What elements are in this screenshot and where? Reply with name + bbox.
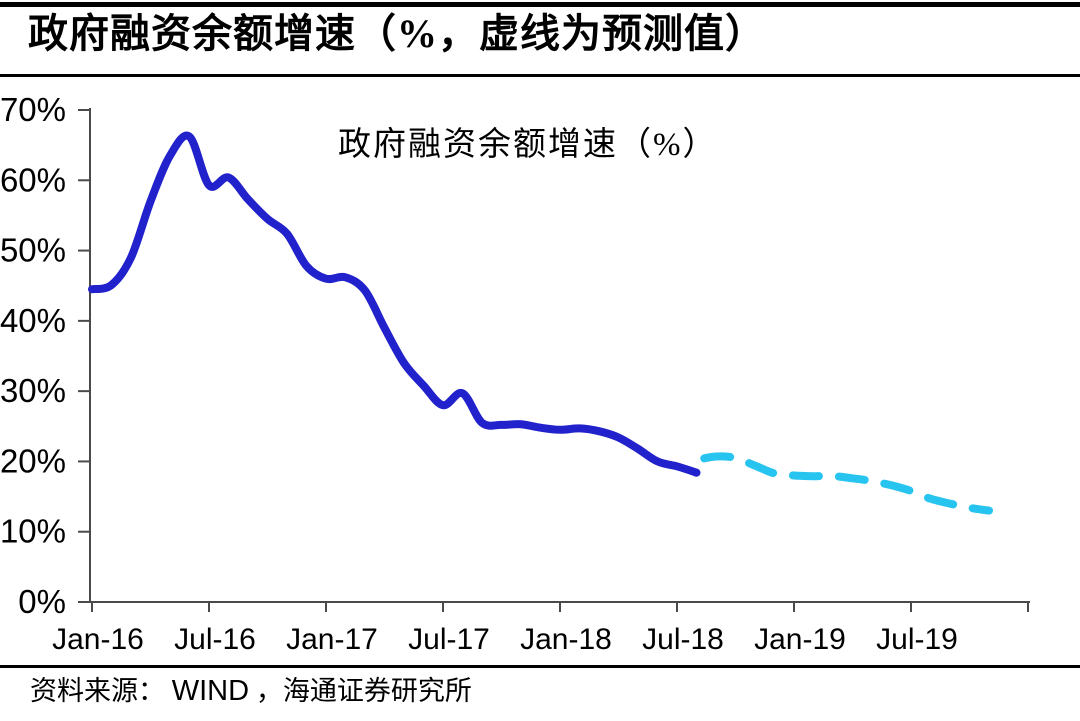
y-tick-label: 70% [0, 91, 66, 128]
y-tick-label: 30% [0, 372, 66, 409]
y-tick-label: 20% [0, 442, 66, 479]
source-suffix: ，海通证券研究所 [255, 676, 472, 706]
title-divider-rule [0, 74, 1080, 77]
series-annotation-label: 政府融资余额增速（%） [338, 126, 718, 163]
x-tick-label: Jul-16 [174, 623, 256, 656]
source-note: 资料来源： WIND ，海通证券研究所 [30, 674, 472, 708]
footer-divider-rule [0, 665, 1080, 668]
y-tick-label: 50% [0, 232, 66, 269]
x-tick-label: Jul-19 [876, 623, 958, 656]
source-wind: WIND [171, 675, 250, 707]
series-actual-line [88, 131, 701, 477]
y-tick-label: 0% [18, 583, 66, 620]
y-tick-label: 60% [0, 161, 66, 198]
x-tick-label: Jul-18 [642, 623, 724, 656]
x-tick-label: Jan-16 [52, 623, 144, 656]
y-tick-label: 10% [0, 513, 66, 550]
x-tick-label: Jul-17 [408, 623, 490, 656]
x-tick-label: Jan-17 [286, 623, 378, 656]
top-border-rule [0, 2, 1080, 7]
chart-title: 政府融资余额增速（%，虚线为预测值） [28, 11, 766, 56]
y-tick-label: 40% [0, 302, 66, 339]
series-forecast-line [692, 452, 993, 515]
line-chart: 0% 10% 20% 30% 40% 50% 60% 70% Jan-16 Jul-16 Jan-1… [0, 91, 1030, 656]
x-tick-label: Jan-19 [754, 623, 846, 656]
source-label: 资料来源： [30, 676, 165, 706]
x-tick-label: Jan-18 [520, 623, 612, 656]
